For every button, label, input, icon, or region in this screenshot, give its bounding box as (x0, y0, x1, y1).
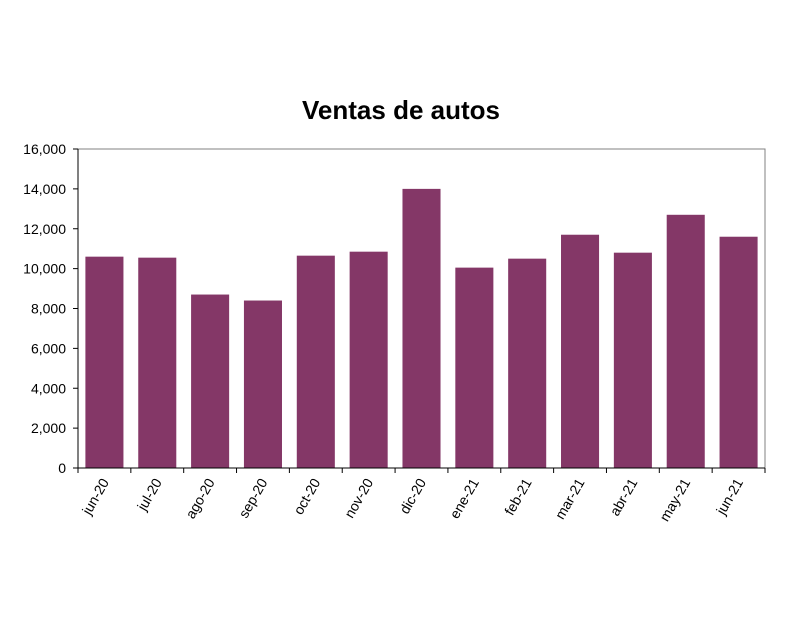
x-tick-label: feb-21 (501, 475, 535, 518)
x-tick-label: mar-21 (552, 475, 588, 522)
bar-mar-21 (561, 234, 600, 468)
bar-abr-21 (613, 252, 652, 468)
bar-jul-20 (138, 257, 177, 468)
y-tick-label: 0 (58, 460, 66, 476)
bar-may-21 (666, 214, 705, 468)
x-tick-label: jun-20 (78, 475, 112, 518)
x-tick-label: jun-21 (712, 475, 746, 518)
bar-ago-20 (191, 294, 230, 468)
x-tick-label: sep-20 (235, 475, 270, 520)
bar-ene-21 (455, 267, 494, 468)
bar-oct-20 (296, 255, 335, 468)
y-tick-label: 10,000 (23, 261, 66, 277)
x-tick-label: oct-20 (290, 475, 323, 517)
x-tick-label: abr-21 (606, 475, 640, 518)
x-tick-label: nov-20 (341, 475, 376, 520)
chart-title: Ventas de autos (302, 95, 500, 125)
bar-jun-20 (85, 256, 124, 468)
x-tick-label: jul-20 (133, 475, 165, 514)
x-tick-label: may-21 (656, 475, 693, 524)
bar-dic-20 (402, 188, 441, 468)
x-tick-label: dic-20 (396, 475, 429, 516)
y-tick-label: 4,000 (31, 380, 66, 396)
bar-sep-20 (243, 300, 282, 468)
bar-nov-20 (349, 251, 388, 468)
bars (85, 188, 758, 468)
y-tick-label: 8,000 (31, 301, 66, 317)
bar-jun-21 (719, 236, 758, 468)
y-tick-label: 16,000 (23, 141, 66, 157)
x-tick-label: ene-21 (446, 475, 482, 521)
x-axis: jun-20 jul-20 ago-20 sep-20 oct-20 nov-20 dic-… (77, 467, 766, 524)
x-tick-label: ago-20 (182, 475, 218, 521)
bar-feb-21 (508, 258, 547, 468)
y-tick-label: 6,000 (31, 340, 66, 356)
y-tick-label: 2,000 (31, 420, 66, 436)
y-axis: 0 2,000 4,000 6,000 8,000 10,000 12,000 14,000 1… (23, 141, 79, 476)
y-tick-label: 14,000 (23, 181, 66, 197)
y-tick-label: 12,000 (23, 221, 66, 237)
